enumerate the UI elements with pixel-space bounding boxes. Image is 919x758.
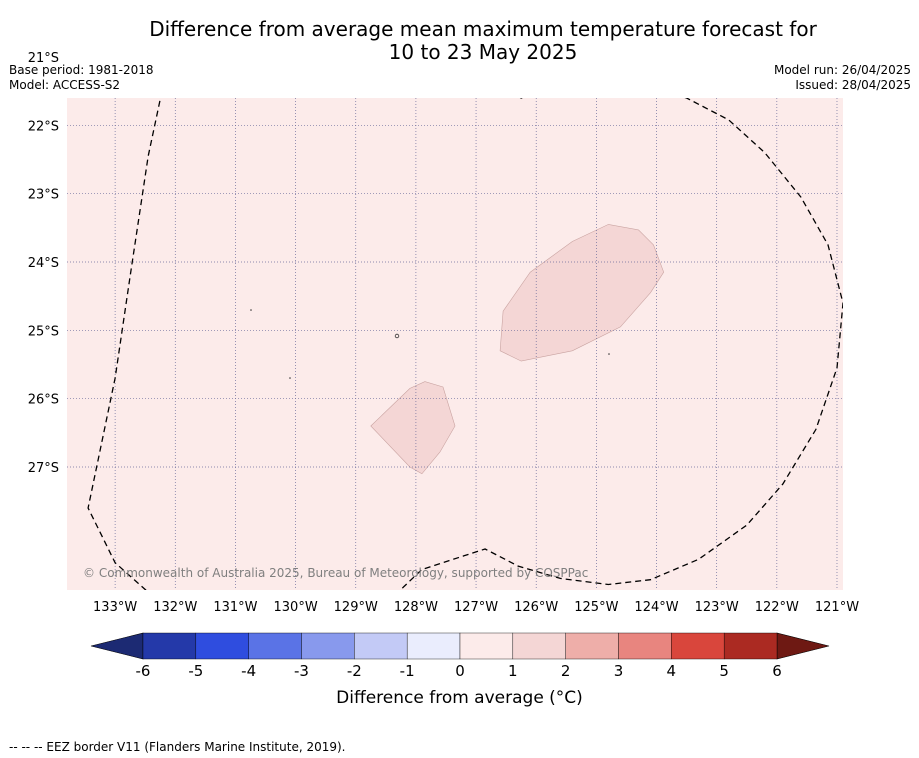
colorbar-segment — [671, 632, 725, 660]
lat-tick-label: 22°S — [28, 119, 59, 134]
colorbar-segment — [723, 632, 778, 660]
speck — [394, 333, 400, 339]
lon-tick-label: 128°W — [394, 600, 438, 615]
colorbar-tick-label: -6 — [136, 662, 151, 680]
anomaly-layer — [370, 224, 665, 475]
title-line-1: Difference from average mean maximum tem… — [149, 17, 817, 41]
colorbar-segment — [142, 632, 197, 660]
anomaly-region — [499, 224, 665, 362]
longitude-tick-labels: 133°W 132°W 131°W 130°W 129°W 128°W 127°W 126°W… — [93, 600, 859, 615]
lon-tick-label: 133°W — [93, 600, 137, 615]
colorbar-segment — [459, 632, 514, 660]
lon-tick-label: 130°W — [274, 600, 318, 615]
small-anomaly-specks — [250, 309, 610, 379]
colorbar-segment — [512, 632, 566, 660]
colorbar-segment — [301, 632, 355, 660]
colorbar-segment — [195, 632, 249, 660]
colorbar-tick-label: -3 — [294, 662, 309, 680]
colorbar-tick-label: 4 — [667, 662, 677, 680]
colorbar-segment — [248, 632, 302, 660]
lat-tick-label: 23°S — [28, 188, 59, 203]
eez-border-line — [87, 98, 843, 590]
colorbar-segment — [354, 632, 408, 660]
colorbar-tick-label: -4 — [241, 662, 256, 680]
colorbar-tick-label: -5 — [188, 662, 203, 680]
anomaly-region — [370, 381, 456, 475]
colorbar-tick-label: -2 — [347, 662, 362, 680]
meta-right: Model run: 26/04/2025 Issued: 28/04/2025 — [774, 63, 911, 93]
colorbar-tick-label: 3 — [614, 662, 624, 680]
lon-tick-label: 122°W — [755, 600, 799, 615]
lon-tick-label: 126°W — [514, 600, 558, 615]
colorbar-over-arrow — [776, 632, 830, 660]
lon-tick-label: 127°W — [454, 600, 498, 615]
issued-date: Issued: 28/04/2025 — [795, 78, 911, 92]
copyright-text: © Commonwealth of Australia 2025, Bureau… — [83, 566, 588, 580]
lon-tick-label: 129°W — [334, 600, 378, 615]
base-period: Base period: 1981-2018 — [9, 63, 154, 77]
speck — [250, 309, 252, 311]
model-run: Model run: 26/04/2025 — [773, 63, 911, 77]
speck — [608, 353, 610, 355]
meta-left: Base period: 1981-2018 Model: ACCESS-S2 — [9, 63, 154, 93]
lon-tick-label: 121°W — [815, 600, 859, 615]
chart-title: Difference from average mean maximum tem… — [0, 18, 919, 64]
colorbar-tick-label: 2 — [561, 662, 571, 680]
title-line-2: 10 to 23 May 2025 — [388, 40, 578, 64]
lat-tick-label: 26°S — [28, 393, 59, 408]
colorbar-tick-label: 5 — [719, 662, 729, 680]
lon-tick-label: 123°W — [695, 600, 739, 615]
latitude-tick-labels: 21°S 22°S 23°S 24°S 25°S 26°S 27°S — [28, 51, 59, 476]
map-background — [67, 98, 843, 590]
lon-tick-label: 124°W — [634, 600, 678, 615]
graticule — [67, 98, 843, 590]
lon-tick-label: 131°W — [213, 600, 257, 615]
lon-tick-label: 125°W — [574, 600, 618, 615]
colorbar-segment — [565, 632, 619, 660]
colorbar-tick-label: 0 — [455, 662, 465, 680]
colorbar: -6 -5 -4 -3 -2 -1 0 1 2 3 4 5 6 — [90, 632, 830, 680]
speck — [289, 377, 291, 379]
colorbar-tick-label: 1 — [508, 662, 518, 680]
lat-tick-label: 25°S — [28, 324, 59, 339]
colorbar-segment — [618, 632, 672, 660]
colorbar-segment — [406, 632, 461, 660]
lat-tick-label: 27°S — [28, 461, 59, 476]
colorbar-label: Difference from average (°C) — [336, 688, 583, 708]
lon-tick-label: 132°W — [153, 600, 197, 615]
lat-tick-label: 21°S — [28, 51, 59, 66]
colorbar-tick-label: 6 — [772, 662, 782, 680]
colorbar-under-arrow — [90, 632, 144, 660]
colorbar-tick-label: -1 — [400, 662, 415, 680]
model-name: Model: ACCESS-S2 — [9, 78, 121, 92]
eez-legend-note: -- -- -- EEZ border V11 (Flanders Marine… — [9, 740, 346, 754]
lat-tick-label: 24°S — [28, 256, 59, 271]
